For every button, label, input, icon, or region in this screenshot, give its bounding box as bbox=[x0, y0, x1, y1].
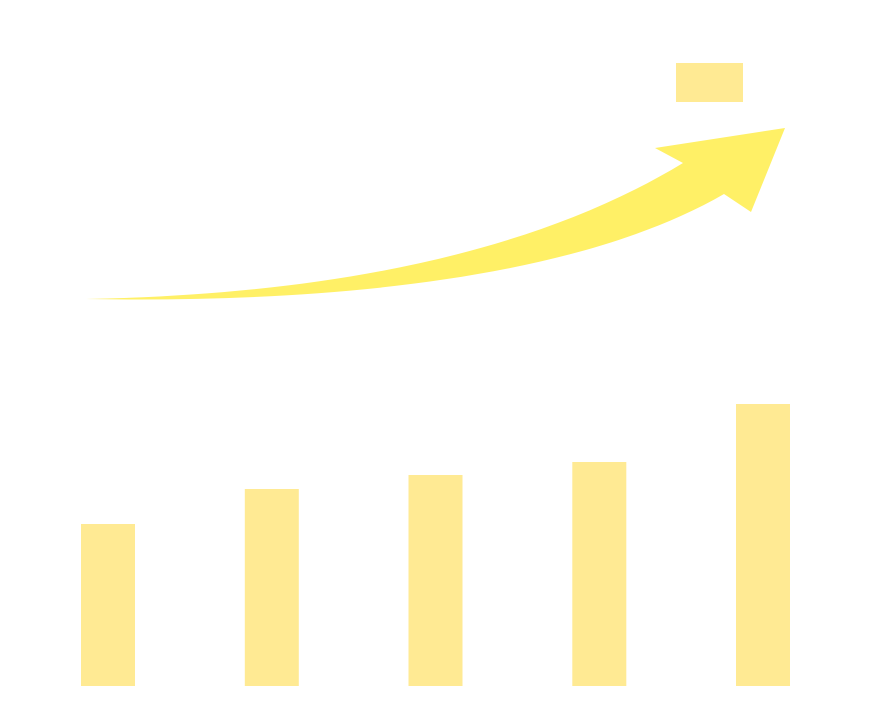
trend-arrow-shape bbox=[86, 128, 785, 300]
bar-1 bbox=[81, 524, 135, 686]
bar-3 bbox=[408, 475, 463, 686]
rising-trend-arrow-icon bbox=[86, 128, 785, 300]
bar-5 bbox=[736, 404, 790, 686]
bar-4 bbox=[572, 462, 627, 686]
bar-2 bbox=[244, 489, 299, 686]
bar-series bbox=[81, 404, 790, 686]
top-marker-block bbox=[676, 63, 743, 102]
marker-block-icon bbox=[676, 63, 743, 102]
